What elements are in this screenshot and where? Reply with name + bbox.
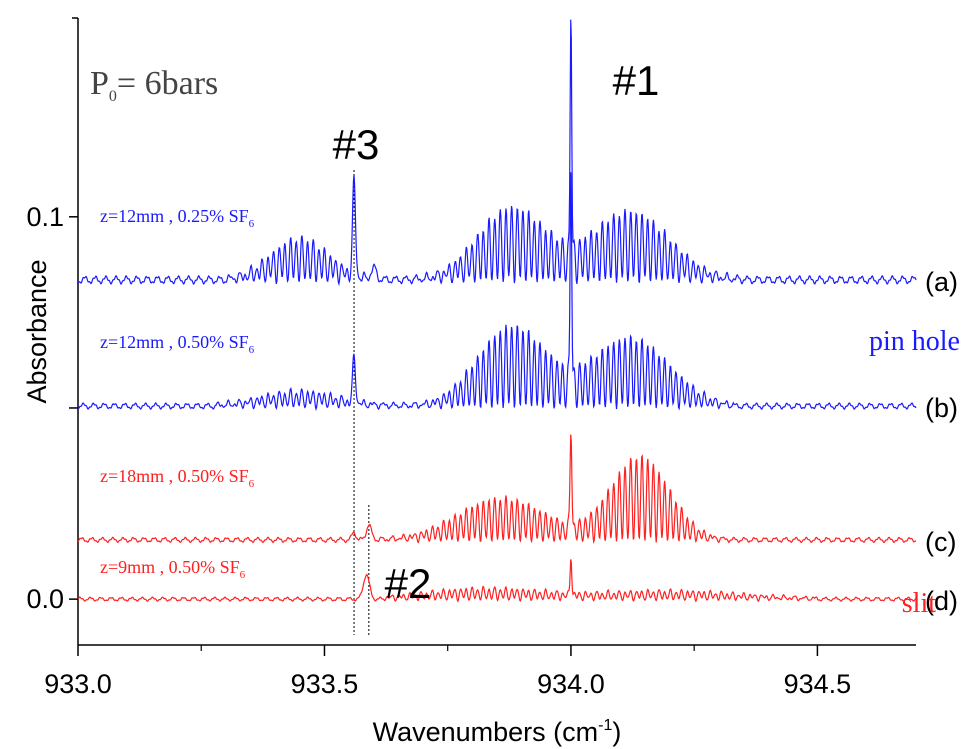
x-tick-label: 934.0 bbox=[537, 669, 605, 699]
trace-annotation: z=12mm , 0.50% SF6 bbox=[100, 332, 255, 356]
peak-labels: #1 #3 #2 bbox=[333, 57, 660, 607]
group-label: slit bbox=[902, 588, 936, 619]
x-axis-label-superscript: -1 bbox=[598, 717, 612, 734]
trace-label: (b) bbox=[925, 393, 958, 423]
trace-annotation-subscript: 6 bbox=[249, 218, 255, 230]
trace-annotation-subscript: 6 bbox=[249, 478, 255, 490]
spectrum-line bbox=[77, 434, 917, 545]
x-tick-label: 934.5 bbox=[784, 669, 852, 699]
peak-label: #2 bbox=[385, 560, 432, 607]
group-label: pin hole bbox=[869, 326, 960, 357]
y-ticks: 0.0 0.1 bbox=[26, 17, 78, 614]
spectrum-line bbox=[77, 559, 917, 603]
pressure-value: = 6bars bbox=[117, 65, 218, 102]
peak-label: #3 bbox=[333, 121, 380, 168]
y-axis-label: Absorbance bbox=[22, 259, 52, 403]
y-tick-label: 0.1 bbox=[26, 202, 64, 232]
y-tick-label: 0.0 bbox=[26, 584, 64, 614]
x-ticks: 933.0 933.5 934.0 934.5 bbox=[44, 645, 851, 699]
x-axis-label-close: ) bbox=[612, 717, 621, 747]
axes: 933.0 933.5 934.0 934.5 0.0 0.1 bbox=[26, 17, 916, 699]
trace-annotation: z=9mm , 0.50% SF6 bbox=[100, 557, 246, 581]
pressure-subscript: 0 bbox=[109, 88, 117, 105]
pressure-label: P0= 6bars bbox=[90, 65, 218, 105]
trace-annotation-text: z=18mm , 0.50% SF bbox=[100, 466, 249, 486]
trace-annotation-text: z=12mm , 0.50% SF bbox=[100, 332, 249, 352]
trace-annotation: z=12mm , 0.25% SF6 bbox=[100, 206, 255, 230]
trace-label: (d) bbox=[925, 586, 958, 616]
spectra-traces bbox=[77, 19, 917, 603]
trace-annotation-text: z=9mm , 0.50% SF bbox=[100, 557, 240, 577]
group-labels: pin hole slit bbox=[869, 326, 960, 619]
x-axis-label: Wavenumbers (cm-1) bbox=[373, 717, 622, 747]
trace-label: (a) bbox=[925, 267, 958, 297]
trace-annotation-text: z=12mm , 0.25% SF bbox=[100, 206, 249, 226]
spectrum-line bbox=[77, 19, 917, 287]
trace-annotation-subscript: 6 bbox=[249, 344, 255, 356]
x-tick-label: 933.5 bbox=[291, 669, 359, 699]
trace-labels: (a) (b) (c) (d) bbox=[925, 267, 958, 616]
pressure-symbol: P bbox=[90, 65, 109, 102]
x-axis-label-text: Wavenumbers (cm bbox=[373, 717, 599, 747]
trace-label: (c) bbox=[925, 527, 956, 557]
trace-annotation: z=18mm , 0.50% SF6 bbox=[100, 466, 255, 490]
spectrum-line bbox=[77, 172, 917, 411]
peak-label: #1 bbox=[613, 57, 660, 104]
reference-lines bbox=[353, 170, 370, 635]
trace-annotation-subscript: 6 bbox=[240, 569, 246, 581]
x-tick-label: 933.0 bbox=[44, 669, 112, 699]
